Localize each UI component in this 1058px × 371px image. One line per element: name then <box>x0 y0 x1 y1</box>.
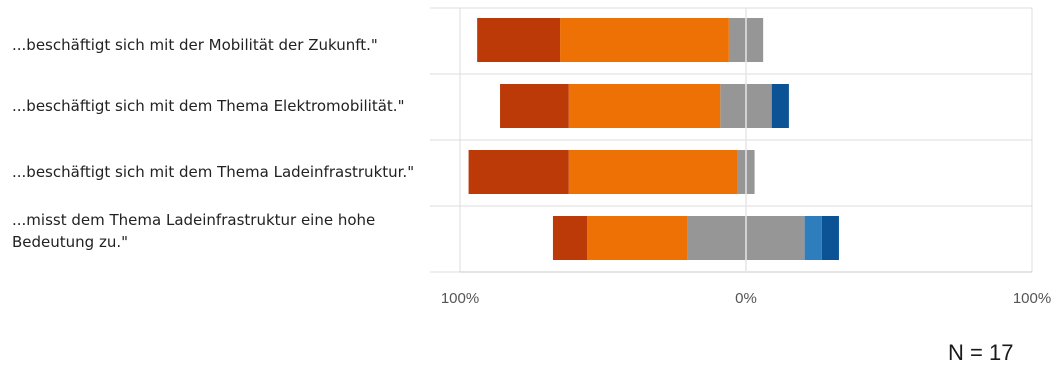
bar-negative-0-2 <box>568 150 738 194</box>
bar-positive-1-1 <box>771 84 789 128</box>
category-label-2: ...beschäftigt sich mit dem Thema Ladein… <box>12 163 415 181</box>
bar-negative-1-1 <box>500 84 569 128</box>
bars-layer <box>468 18 839 260</box>
x-axis-ticks: 100% 0% 100% <box>441 290 1051 307</box>
bar-positive-0-3 <box>804 216 822 260</box>
bar-positive-1-3 <box>821 216 839 260</box>
category-label-1: ...beschäftigt sich mit dem Thema Elektr… <box>12 97 405 115</box>
bar-negative-0-3 <box>587 216 688 260</box>
category-label-3: ...misst dem Thema Ladeinfrastruktur ein… <box>12 211 376 251</box>
x-tick-label-0: 100% <box>441 290 479 307</box>
bar-negative-0-1 <box>568 84 721 128</box>
bar-negative-1-0 <box>477 18 561 62</box>
category-label-0: ...beschäftigt sich mit der Mobilität de… <box>12 36 378 54</box>
x-tick-label-2: 100% <box>1013 290 1051 307</box>
x-tick-label-1: 0% <box>735 290 757 307</box>
sample-size-label: N = 17 <box>948 340 1014 365</box>
bar-negative-1-3 <box>552 216 588 260</box>
bar-negative-1-2 <box>468 150 569 194</box>
bar-negative-0-0 <box>560 18 729 62</box>
